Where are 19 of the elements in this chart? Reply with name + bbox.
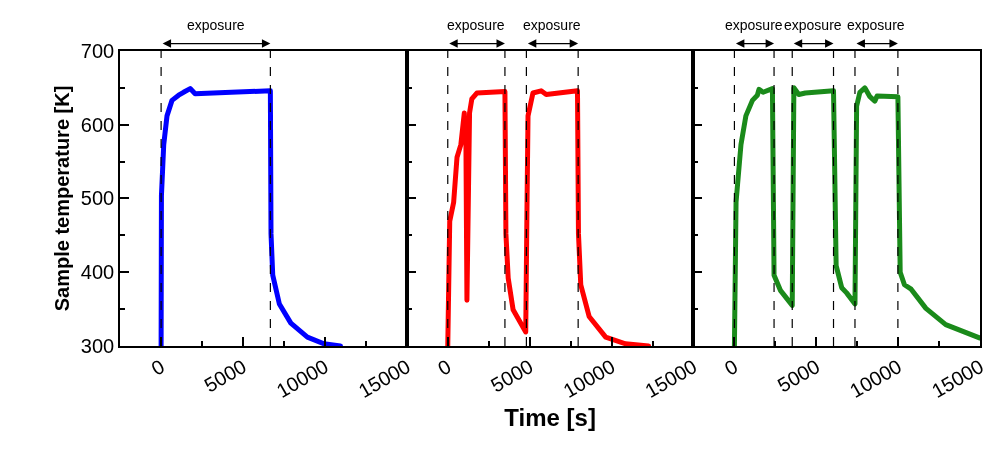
text: exposure xyxy=(725,17,783,33)
x-tick-label: 0 xyxy=(147,355,169,380)
text: exposure xyxy=(523,17,581,33)
y-tick-label: 400 xyxy=(80,261,115,284)
text: exposure xyxy=(187,17,245,33)
x-tick-label: 5000 xyxy=(200,355,251,397)
x-tick-label: 0 xyxy=(434,355,455,380)
x-axis-title: Time [s] xyxy=(504,403,596,431)
text: exposure xyxy=(447,17,505,33)
y-tick-label: 600 xyxy=(80,113,115,136)
text: exposure xyxy=(784,17,842,33)
y-tick-label: 700 xyxy=(80,39,115,62)
y-tick-label: 500 xyxy=(80,187,115,210)
x-tick-label: 5000 xyxy=(487,355,537,397)
text: exposure xyxy=(847,17,905,33)
y-tick-label: 300 xyxy=(80,334,115,357)
x-tick-label: 5000 xyxy=(773,355,824,397)
y-axis-title: Sample temperature [K] xyxy=(50,85,73,312)
x-tick-label: 0 xyxy=(720,355,742,380)
